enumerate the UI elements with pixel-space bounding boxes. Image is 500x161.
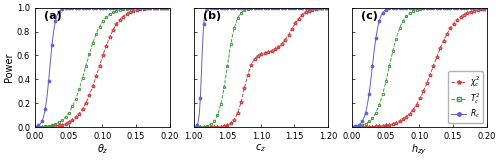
- X-axis label: $h_{zy}$: $h_{zy}$: [412, 142, 428, 157]
- X-axis label: $c_z$: $c_z$: [256, 142, 266, 154]
- Y-axis label: Power: Power: [4, 53, 14, 82]
- Text: (c): (c): [362, 11, 378, 21]
- Legend: $\chi^2_c$, $T^2_c$, $R_c$: $\chi^2_c$, $T^2_c$, $R_c$: [448, 71, 483, 123]
- Text: (b): (b): [203, 11, 221, 21]
- X-axis label: $\theta_z$: $\theta_z$: [96, 142, 108, 156]
- Text: (a): (a): [44, 11, 62, 21]
